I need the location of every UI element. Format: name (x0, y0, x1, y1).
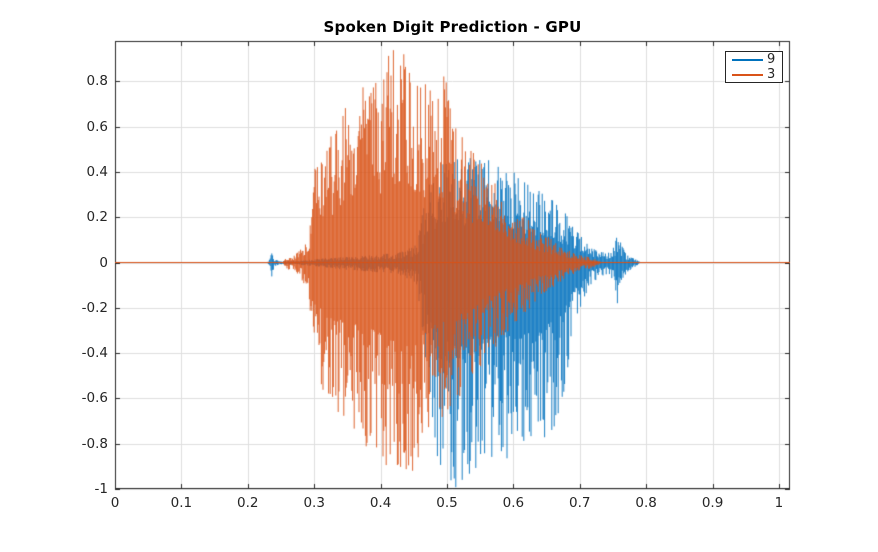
legend-item-label: 9 (767, 52, 776, 67)
x-tick-label: 0.5 (436, 495, 458, 511)
y-tick-label: 0.8 (86, 73, 108, 90)
x-tick-label: 0 (110, 495, 120, 511)
x-tick-label: 0.4 (369, 495, 392, 511)
legend-item: 3 (726, 67, 782, 82)
chart-title: Spoken Digit Prediction - GPU (323, 18, 582, 36)
y-tick-label: -0.8 (81, 435, 108, 452)
x-tick-label: 0.3 (303, 495, 325, 511)
y-tick-label: 0.2 (86, 209, 108, 226)
legend-line-swatch (732, 73, 763, 76)
x-tick-label: 1 (774, 495, 784, 511)
y-tick-label: -0.2 (81, 299, 108, 316)
x-tick-label: 0.9 (701, 495, 724, 511)
x-tick-label: 0.6 (502, 495, 525, 511)
y-tick-label: 0.4 (86, 163, 108, 180)
y-tick-label: -1 (94, 481, 108, 497)
x-tick-label: 0.1 (170, 495, 193, 511)
legend-item: 9 (726, 52, 782, 67)
y-tick-label: -0.6 (81, 390, 108, 407)
y-tick-label: 0.6 (86, 118, 108, 135)
legend-line-swatch (732, 58, 763, 61)
legend-item-label: 3 (767, 67, 776, 82)
y-tick-label: 0 (99, 254, 108, 271)
y-tick-label: -0.4 (81, 345, 108, 362)
x-tick-label: 0.2 (237, 495, 259, 511)
x-tick-label: 0.8 (635, 495, 657, 511)
x-tick-label: 0.7 (569, 495, 591, 511)
